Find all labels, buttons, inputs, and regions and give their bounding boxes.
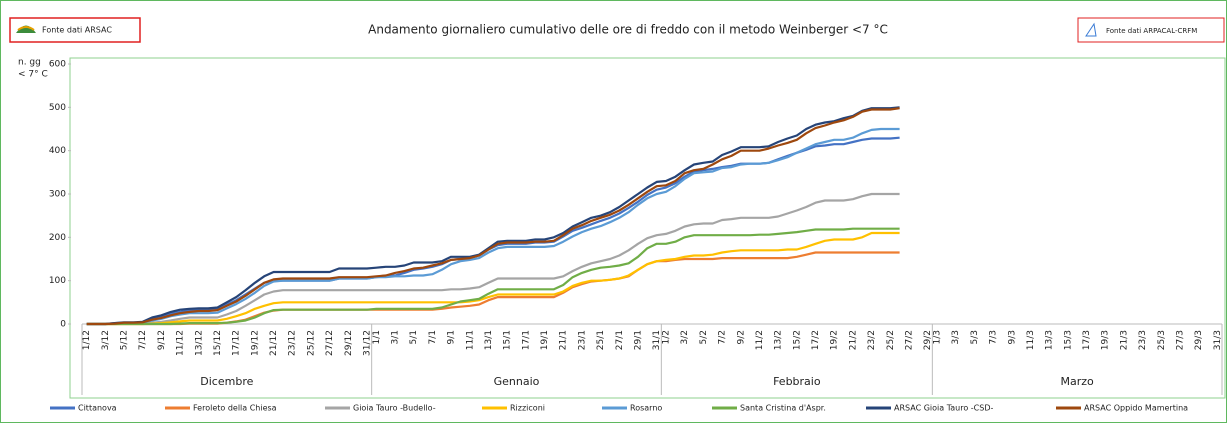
source-box (9, 17, 141, 43)
x-tick-label: 9/12 (157, 330, 167, 350)
x-tick-label: 5/2 (699, 330, 709, 344)
x-tick-label: 21/12 (269, 330, 279, 356)
x-tick-label: 17/1 (521, 330, 531, 350)
x-tick-label: 29/3 (1194, 330, 1204, 350)
legend-label: Feroleto della Chiesa (193, 404, 277, 413)
y-tick-label: 100 (49, 276, 66, 286)
x-tick-label: 27/1 (615, 330, 625, 350)
source-right: Fonte dati ARPACAL-CRFM (1106, 27, 1197, 35)
x-tick-label: 9/2 (736, 330, 746, 344)
plot-frame (69, 57, 1226, 399)
x-tick-label: 1/2 (662, 330, 672, 344)
legend-label: Cittanova (78, 404, 117, 413)
source-left: Fonte dati ARSAC (42, 26, 112, 35)
series-line (86, 107, 900, 326)
legend-label: Gioia Tauro -Budello- (353, 404, 436, 413)
group-label: Gennaio (494, 375, 540, 388)
y-tick-label: 200 (49, 233, 66, 243)
x-tick-label: 25/1 (596, 330, 606, 350)
legend-label: Santa Cristina d'Aspr. (740, 404, 826, 413)
x-tick-label: 1/1 (372, 330, 382, 344)
x-tick-label: 7/12 (138, 330, 148, 350)
y-axis-label: n. gg (18, 58, 41, 68)
x-tick-label: 17/2 (811, 330, 821, 350)
series-line (86, 106, 900, 326)
y-tick-label: 400 (49, 146, 66, 156)
chart-title: Andamento giornaliero cumulativo delle o… (368, 23, 888, 37)
y-tick-label: 600 (49, 60, 66, 70)
x-tick-label: 15/12 (213, 330, 223, 356)
arpacal-logo (1085, 22, 1097, 37)
y-axis-label: < 7° C (18, 70, 48, 80)
x-tick-label: 19/1 (540, 330, 550, 350)
x-tick-label: 3/2 (680, 330, 690, 344)
x-tick-label: 25/2 (886, 330, 896, 350)
x-tick-label: 3/1 (391, 330, 401, 344)
legend-label: ARSAC Gioia Tauro -CSD- (894, 404, 994, 413)
x-tick-label: 25/3 (1157, 330, 1167, 350)
group-label: Febbraio (773, 375, 821, 388)
y-tick-label: 500 (49, 103, 66, 113)
x-tick-label: 31/12 (363, 330, 373, 356)
legend-label: Rizziconi (510, 404, 545, 413)
series-line (86, 192, 900, 326)
x-tick-label: 13/1 (484, 330, 494, 350)
x-tick-label: 17/12 (232, 330, 242, 356)
x-tick-label: 1/12 (82, 330, 92, 350)
x-tick-label: 5/1 (409, 330, 419, 344)
x-tick-label: 27/3 (1175, 330, 1185, 350)
series-line (86, 231, 900, 326)
x-tick-label: 7/3 (989, 330, 999, 344)
x-tick-label: 3/12 (101, 330, 111, 350)
arsac-logo (16, 25, 36, 33)
x-tick-label: 13/3 (1045, 330, 1055, 350)
series-line (86, 127, 900, 326)
source-box (1077, 17, 1225, 43)
x-tick-label: 15/1 (503, 330, 513, 350)
x-tick-label: 15/3 (1063, 330, 1073, 350)
x-tick-label: 1/3 (933, 330, 943, 344)
x-tick-label: 17/3 (1082, 330, 1092, 350)
x-tick-label: 29/12 (344, 330, 354, 356)
x-tick-label: 23/3 (1138, 330, 1148, 350)
x-tick-label: 25/12 (306, 330, 316, 356)
x-tick-label: 5/3 (970, 330, 980, 344)
x-tick-label: 11/12 (176, 330, 186, 356)
group-label: Dicembre (200, 375, 253, 388)
x-tick-label: 31/3 (1213, 330, 1223, 350)
x-tick-label: 19/3 (1101, 330, 1111, 350)
x-tick-label: 7/2 (718, 330, 728, 344)
x-tick-label: 13/2 (774, 330, 784, 350)
x-tick-label: 27/2 (904, 330, 914, 350)
x-tick-label: 5/12 (120, 330, 130, 350)
legend-label: Rosarno (630, 404, 662, 413)
x-tick-label: 29/2 (923, 330, 933, 350)
x-tick-label: 23/1 (577, 330, 587, 350)
x-tick-label: 19/2 (830, 330, 840, 350)
x-tick-label: 21/2 (848, 330, 858, 350)
x-tick-label: 29/1 (633, 330, 643, 350)
x-tick-label: 11/3 (1026, 330, 1036, 350)
x-tick-label: 15/2 (792, 330, 802, 350)
series-line (86, 227, 900, 326)
x-tick-label: 27/12 (325, 330, 335, 356)
legend-label: ARSAC Oppido Mamertina (1084, 404, 1188, 413)
x-tick-label: 21/3 (1119, 330, 1129, 350)
y-tick-label: 0 (60, 320, 66, 330)
group-label: Marzo (1061, 375, 1095, 388)
x-tick-label: 9/1 (447, 330, 457, 344)
x-tick-label: 13/12 (194, 330, 204, 356)
y-tick-label: 300 (49, 190, 66, 200)
x-tick-label: 23/12 (288, 330, 298, 356)
x-tick-label: 9/3 (1007, 330, 1017, 344)
x-tick-label: 3/3 (951, 330, 961, 344)
x-tick-label: 31/1 (652, 330, 662, 350)
x-tick-label: 23/2 (867, 330, 877, 350)
x-tick-label: 11/1 (465, 330, 475, 350)
x-tick-label: 19/12 (250, 330, 260, 356)
x-tick-label: 11/2 (755, 330, 765, 350)
x-tick-label: 7/1 (428, 330, 438, 344)
x-tick-label: 21/1 (559, 330, 569, 350)
